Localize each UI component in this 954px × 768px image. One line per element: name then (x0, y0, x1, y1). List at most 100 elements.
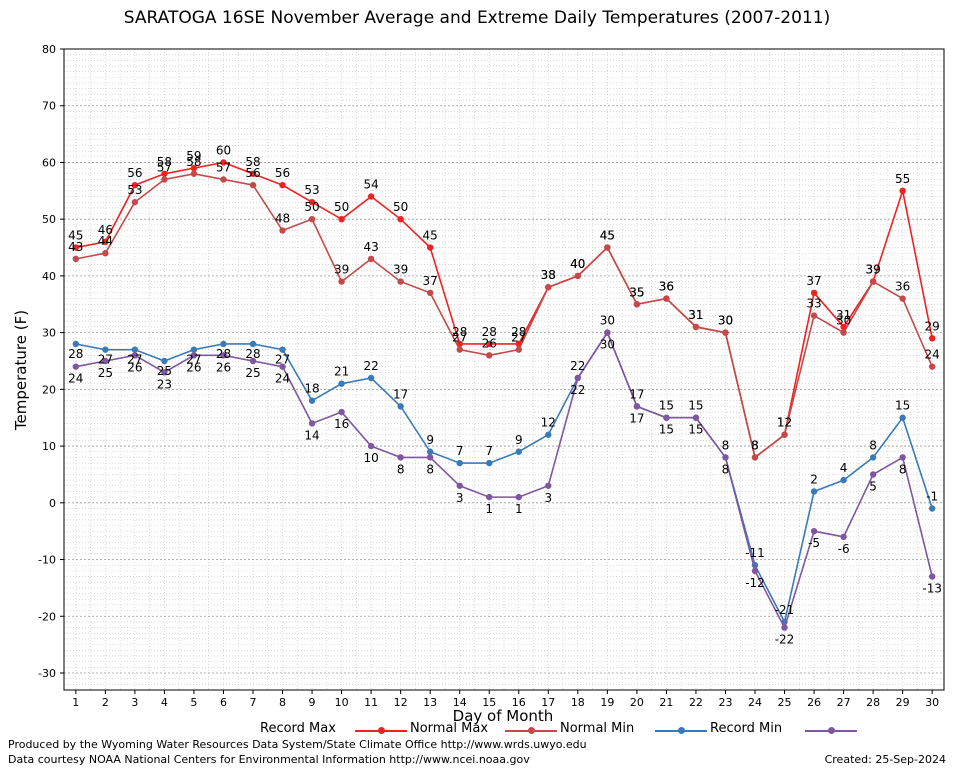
x-tick-label: 2 (102, 696, 109, 709)
normal-min-value-label: 15 (659, 399, 674, 413)
normal-max-value-label: 58 (186, 155, 201, 169)
normal-min-value-label: 25 (157, 364, 172, 378)
normal-max-point (190, 170, 198, 177)
normal-min-point (456, 459, 463, 467)
normal-min-value-label: 9 (515, 433, 523, 447)
normal-min-value-label: 27 (275, 353, 290, 367)
footer-credit-producer: Produced by the Wyoming Water Resources … (8, 738, 587, 751)
normal-min-value-label: 8 (722, 438, 730, 452)
legend-item-normal-max: Normal Max (410, 721, 557, 736)
legend-label-record-min: Record Min (710, 721, 783, 736)
record-min-value-label: -22 (775, 633, 795, 647)
record-min-point (722, 454, 729, 461)
y-tick-label: 30 (42, 327, 56, 340)
normal-min-point (899, 414, 906, 421)
record-max-point (308, 198, 316, 206)
y-tick-label: 10 (42, 440, 56, 453)
record-min-value-label: 30 (600, 338, 615, 352)
record-min-value-label: 8 (397, 462, 405, 476)
y-tick-label: -10 (38, 554, 56, 567)
record-min-point (102, 357, 109, 365)
x-tick-label: 7 (249, 696, 256, 709)
normal-max-point (486, 352, 493, 359)
record-min-value-label: -13 (922, 582, 942, 596)
y-tick-label: -30 (38, 667, 56, 680)
normal-min-value-label: 18 (304, 382, 319, 396)
normal-max-value-label: 30 (718, 314, 733, 328)
normal-min-point (928, 505, 936, 512)
normal-max-point (810, 312, 818, 319)
legend-marker-record-min (828, 727, 835, 734)
record-min-value-label: 3 (456, 491, 464, 505)
normal-min-point (249, 340, 257, 348)
normal-min-value-label: 28 (216, 347, 231, 361)
normal-max-point (899, 295, 906, 302)
normal-min-point (308, 397, 316, 404)
normal-max-value-label: 27 (511, 331, 526, 345)
normal-max-point (574, 272, 582, 280)
legend-item-record-max: Record Max (260, 721, 407, 736)
record-min-value-label: 8 (426, 462, 434, 476)
normal-max-point (249, 181, 257, 189)
normal-max-value-label: 26 (482, 336, 497, 350)
normal-min-point (545, 431, 552, 438)
normal-min-point (869, 454, 877, 461)
normal-min-point (810, 488, 818, 495)
record-min-value-label: 14 (304, 428, 319, 442)
record-max-value-label: 45 (68, 229, 83, 243)
normal-min-value-label: 9 (426, 433, 434, 447)
x-tick-label: 23 (718, 696, 732, 709)
normal-max-point (515, 346, 522, 353)
record-max-point (899, 187, 906, 195)
record-min-value-label: 22 (570, 383, 585, 397)
normal-max-point (869, 278, 877, 285)
x-tick-label: 25 (778, 696, 792, 709)
record-min-value-label: 5 (869, 479, 877, 493)
normal-max-value-label: 40 (570, 257, 585, 271)
record-min-point (249, 357, 257, 365)
normal-min-point (397, 403, 404, 410)
normal-max-value-label: 50 (304, 200, 319, 214)
x-tick-label: 27 (837, 696, 851, 709)
normal-max-point (456, 346, 463, 353)
x-tick-label: 17 (541, 696, 555, 709)
record-max-line (75, 161, 933, 459)
x-tick-label: 22 (689, 696, 703, 709)
legend-marker-normal-max (528, 727, 535, 734)
x-tick-label: 24 (748, 696, 762, 709)
x-tick-label: 30 (925, 696, 939, 709)
normal-min-point (190, 346, 198, 353)
record-min-value-label: 24 (68, 372, 83, 386)
normal-max-point (397, 278, 404, 285)
record-min-point (810, 527, 818, 535)
record-max-value-label: 53 (304, 183, 319, 197)
normal-min-value-label: 7 (456, 444, 464, 458)
record-max-value-label: 29 (925, 319, 940, 333)
normal-max-value-label: 43 (68, 240, 83, 254)
normal-min-value-label: 7 (485, 444, 493, 458)
record-max-value-label: 12 (777, 416, 792, 430)
normal-min-value-label: 30 (600, 314, 615, 328)
normal-min-value-label: 17 (629, 387, 644, 401)
normal-max-value-label: 39 (334, 263, 349, 277)
record-min-point (781, 624, 788, 631)
normal-min-point (515, 448, 522, 455)
normal-max-value-label: 24 (925, 348, 940, 362)
record-max-point (220, 159, 227, 166)
record-min-point (338, 408, 345, 416)
normal-max-point (751, 454, 759, 461)
normal-max-point (692, 323, 700, 331)
record-min-point (190, 352, 198, 359)
normal-min-point (426, 448, 434, 455)
normal-min-value-label: 22 (363, 359, 378, 373)
normal-max-point (663, 295, 670, 302)
record-max-value-label: 60 (216, 143, 231, 157)
record-max-point (249, 170, 257, 177)
record-max-value-label: 31 (688, 308, 703, 322)
record-max-value-label: 58 (157, 155, 172, 169)
normal-max-value-label: 37 (423, 274, 438, 288)
normal-max-point (161, 176, 168, 183)
record-max-point (810, 289, 818, 297)
